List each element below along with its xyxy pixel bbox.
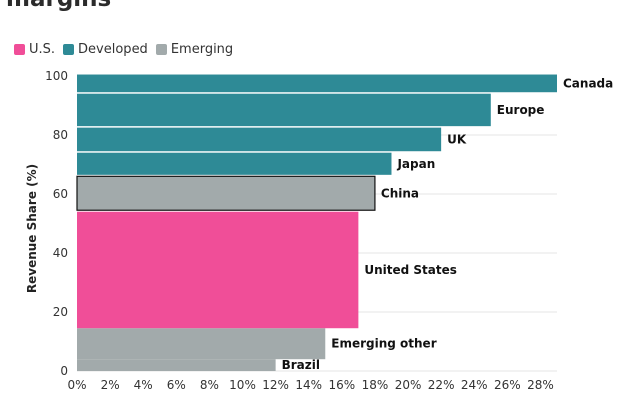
legend-item-us[interactable]: U.S. xyxy=(14,42,55,57)
x-tick-label: 2% xyxy=(101,378,120,392)
legend-swatch-us xyxy=(14,44,25,55)
bar-canada[interactable] xyxy=(77,74,557,93)
bar-label-japan: Japan xyxy=(396,157,435,171)
x-tick-label: 14% xyxy=(295,378,322,392)
x-tick-label: 20% xyxy=(395,378,422,392)
y-tick-label: 0 xyxy=(60,364,68,378)
x-tick-label: 26% xyxy=(494,378,521,392)
bar-label-europe: Europe xyxy=(497,103,545,117)
y-tick-label: 40 xyxy=(53,246,68,260)
chart-title: margins xyxy=(6,0,634,14)
x-tick-label: 6% xyxy=(167,378,186,392)
y-tick-label: 60 xyxy=(53,187,68,201)
bars xyxy=(76,74,557,371)
x-tick-label: 4% xyxy=(134,378,153,392)
bar-label-emerging-other: Emerging other xyxy=(331,337,436,351)
bar-label-united-states: United States xyxy=(364,263,457,277)
y-tick-label: 100 xyxy=(45,69,68,83)
x-tick-label: 8% xyxy=(200,378,219,392)
bar-united-states[interactable] xyxy=(77,211,359,329)
bar-label-canada: Canada xyxy=(563,76,613,90)
bar-label-brazil: Brazil xyxy=(282,358,320,372)
y-tick-label: 20 xyxy=(53,305,68,319)
x-tick-label: 12% xyxy=(262,378,289,392)
x-tick-label: 28% xyxy=(527,378,554,392)
y-axis-ticks: 0 20 40 60 80 100 xyxy=(45,69,68,378)
legend-item-emerging[interactable]: Emerging xyxy=(155,42,234,57)
legend-label-emerging: Emerging xyxy=(170,42,234,57)
x-tick-label: 0% xyxy=(67,378,86,392)
bar-uk[interactable] xyxy=(77,127,442,152)
legend-label-us: U.S. xyxy=(29,42,56,57)
bar-label-uk: UK xyxy=(447,132,467,146)
bar-china[interactable] xyxy=(76,175,376,211)
bar-label-china: China xyxy=(381,186,419,200)
bar-brazil[interactable] xyxy=(77,359,276,371)
bar-japan[interactable] xyxy=(77,152,392,175)
x-tick-label: 24% xyxy=(461,378,488,392)
x-axis-ticks: 0% 2% 4% 6% 8% 10% 12% 14% 16% 18% 20% 22% 24% 26% 28% xyxy=(67,378,553,392)
legend-item-developed[interactable]: Developed xyxy=(63,42,148,57)
title-line-2: margins xyxy=(6,0,634,14)
legend-swatch-developed xyxy=(63,44,75,55)
bar-labels: Brazil Emerging other United States China Ja… xyxy=(282,76,614,372)
x-tick-label: 18% xyxy=(362,378,389,392)
legend-swatch-emerging xyxy=(155,44,167,55)
bar-europe[interactable] xyxy=(77,93,491,127)
x-tick-label: 10% xyxy=(229,378,256,392)
x-tick-label: 22% xyxy=(428,378,455,392)
legend: U.S. Developed Emerging xyxy=(14,42,233,57)
y-tick-label: 80 xyxy=(53,128,68,142)
y-axis-title: Revenue Share (%) xyxy=(25,164,39,293)
bar-emerging-other[interactable] xyxy=(77,328,326,360)
x-tick-label: 16% xyxy=(328,378,355,392)
legend-label-developed: Developed xyxy=(78,42,148,57)
